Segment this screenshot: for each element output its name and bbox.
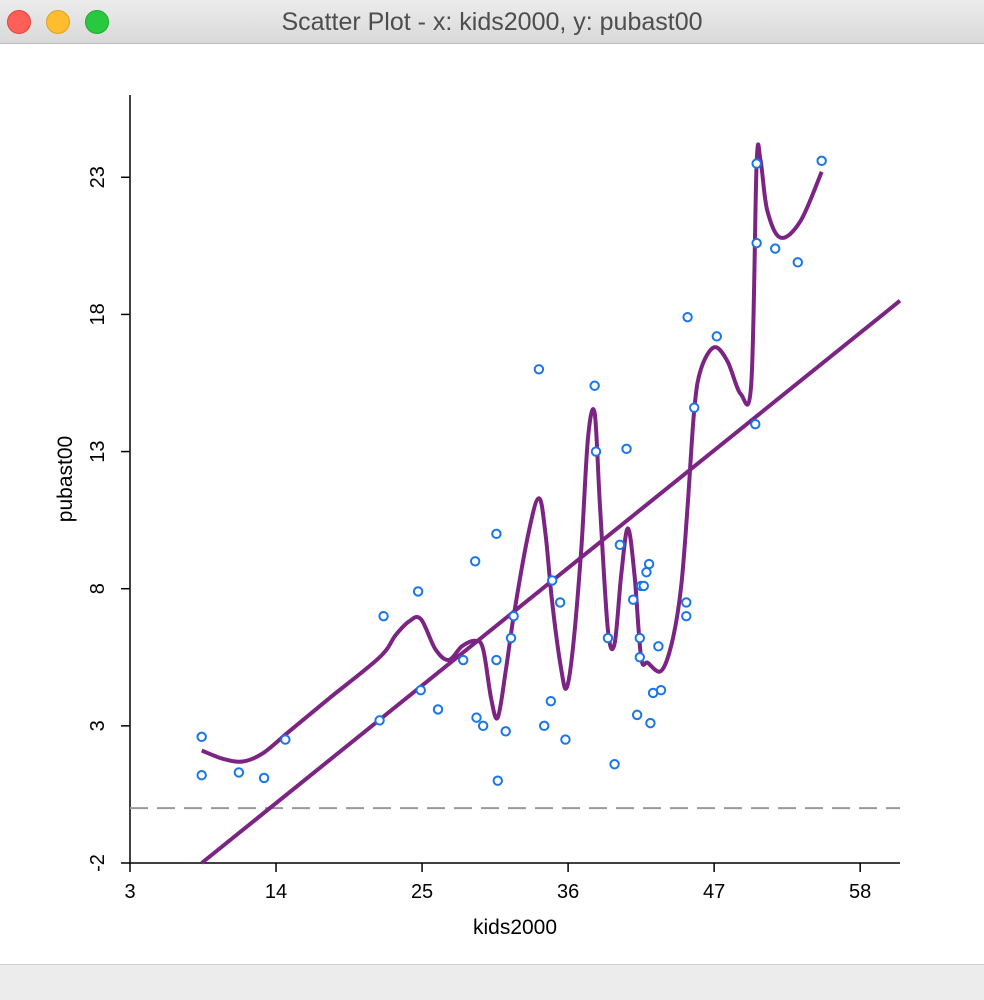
scatter-point	[545, 695, 557, 707]
scatter-point	[589, 380, 600, 391]
x-tick-label: 58	[849, 881, 871, 903]
minimize-window-button[interactable]	[46, 10, 70, 34]
x-tick-label: 3	[124, 881, 135, 903]
scatter-point	[533, 364, 545, 375]
scatter-point	[477, 720, 489, 732]
scatter-point	[258, 772, 270, 784]
scatter-point	[560, 734, 571, 745]
close-window-button[interactable]	[7, 10, 31, 34]
y-axis-label: pubast00	[54, 436, 77, 522]
scatter-point	[645, 717, 656, 729]
scatter-point	[280, 734, 291, 745]
x-axis-ticks: 3 14 25 36 47 58	[124, 863, 871, 903]
scatter-point	[546, 575, 558, 586]
scatter-plot-chart[interactable]: 3 14 25 36 47 58 -2 3 8 13 18 23 kids2000 pubast00	[0, 44, 984, 964]
scatter-point	[750, 418, 761, 430]
scatter-point	[412, 586, 424, 597]
scatter-point	[505, 632, 517, 644]
scatter-point	[751, 237, 762, 249]
scatter-point	[751, 158, 762, 169]
scatter-point	[634, 632, 645, 644]
scatter-point	[378, 610, 389, 622]
scatter-point	[491, 528, 502, 540]
window-title: Scatter Plot - x: kids2000, y: pubast00	[281, 8, 703, 36]
x-tick-label: 47	[703, 881, 725, 903]
scatter-point	[374, 715, 385, 726]
x-axis-label: kids2000	[473, 916, 557, 939]
scatter-point	[539, 720, 550, 732]
scatter-point	[458, 654, 469, 666]
y-tick-label: 13	[87, 440, 109, 462]
scatter-point	[689, 402, 700, 413]
y-tick-label: 18	[87, 303, 109, 325]
x-tick-label: 14	[265, 881, 287, 903]
y-tick-label: 3	[87, 720, 109, 731]
status-bar	[0, 964, 984, 1000]
scatter-point	[415, 685, 426, 696]
scatter-point	[602, 632, 614, 644]
scatter-point	[609, 759, 620, 770]
scatter-point	[816, 155, 827, 167]
scatter-point	[655, 685, 667, 696]
scatter-point	[627, 594, 639, 605]
y-axis-ticks: -2 3 8 13 18 23	[87, 166, 130, 872]
plot-area[interactable]: 3 14 25 36 47 58 -2 3 8 13 18 23 kids2000 pubast00	[0, 44, 984, 964]
scatter-point	[682, 311, 693, 323]
scatter-point	[500, 726, 511, 737]
title-bar: Scatter Plot - x: kids2000, y: pubast00	[0, 0, 984, 44]
y-tick-label: -2	[87, 854, 109, 872]
scatter-point	[681, 597, 692, 608]
scatter-point	[614, 539, 626, 551]
y-tick-label: 8	[87, 583, 109, 594]
scatter-point	[469, 556, 481, 567]
scatter-point	[554, 597, 566, 608]
x-tick-label: 25	[411, 881, 433, 903]
scatter-point	[471, 712, 482, 723]
scatter-point	[681, 610, 692, 622]
scatter-point	[634, 652, 645, 663]
y-tick-label: 23	[87, 166, 109, 188]
scatter-points	[196, 155, 827, 786]
scatter-point	[792, 257, 803, 268]
x-tick-label: 36	[557, 881, 579, 903]
scatter-point	[711, 331, 722, 342]
scatter-point	[590, 446, 602, 457]
scatter-point	[638, 580, 649, 592]
maximize-window-button[interactable]	[85, 10, 109, 34]
scatter-point	[641, 567, 652, 578]
scatter-point	[643, 558, 655, 570]
scatter-point	[196, 731, 207, 743]
scatter-point	[631, 709, 643, 721]
scatter-point	[233, 767, 245, 778]
scatter-point	[508, 610, 519, 622]
scatter-point	[432, 704, 444, 715]
scatter-point	[653, 641, 664, 652]
scatter-point	[770, 243, 781, 254]
scatter-point	[621, 443, 632, 455]
scatter-point	[492, 775, 503, 786]
scatter-point	[491, 654, 502, 666]
smoother-fit-line	[200, 142, 824, 764]
scatter-point	[196, 770, 207, 781]
